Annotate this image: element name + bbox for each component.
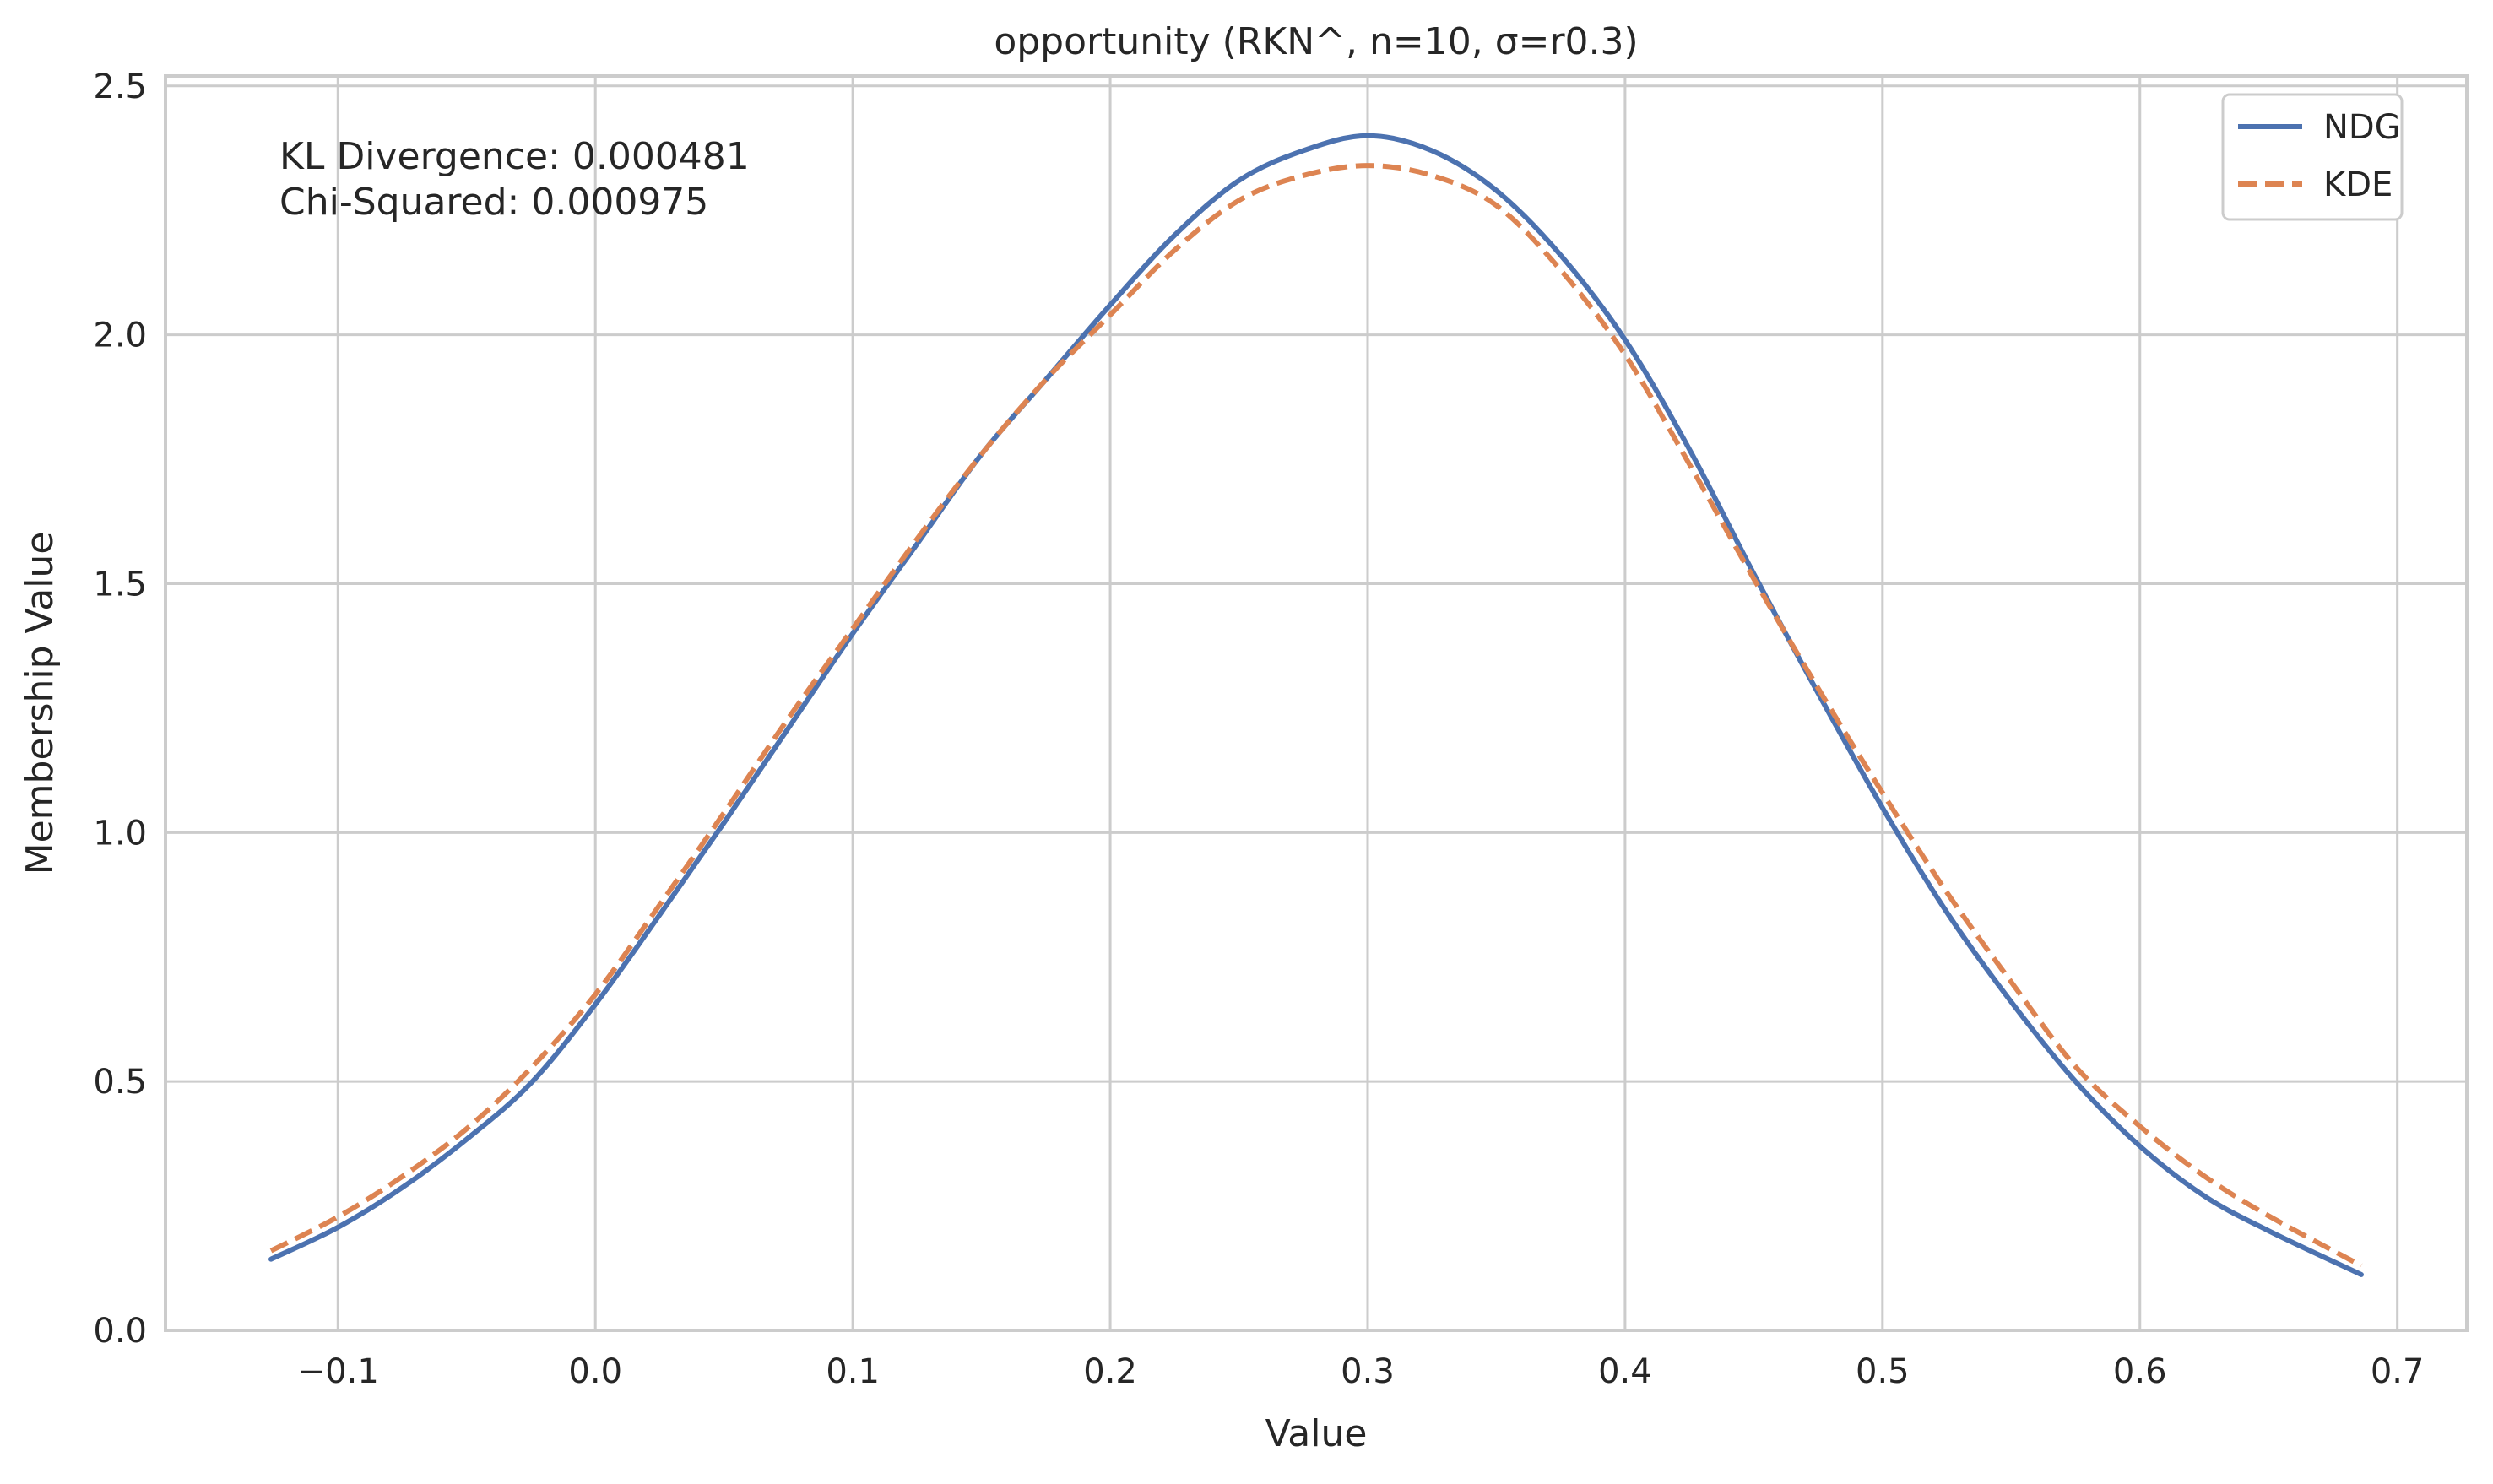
y-tick-label: 2.5 bbox=[93, 68, 147, 106]
chi-squared-text: Chi-Squared: 0.000975 bbox=[279, 181, 708, 224]
y-tick-label: 2.0 bbox=[93, 317, 147, 355]
stats-annotation: KL Divergence: 0.000481 Chi-Squared: 0.0… bbox=[279, 135, 750, 224]
x-axis-label: Value bbox=[1265, 1412, 1368, 1455]
x-tick-label: 0.0 bbox=[568, 1352, 622, 1391]
y-tick-label: 0.0 bbox=[93, 1312, 147, 1351]
y-tick-label: 1.0 bbox=[93, 814, 147, 853]
chart-title: opportunity (RKN^, n=10, σ=r0.3) bbox=[994, 20, 1638, 63]
x-tick-label: 0.3 bbox=[1341, 1352, 1395, 1391]
series-line-kde bbox=[269, 163, 2363, 1268]
y-tick-label: 0.5 bbox=[93, 1063, 147, 1102]
legend-label-kde: KDE bbox=[2323, 165, 2393, 204]
legend: NDG KDE bbox=[2221, 93, 2404, 221]
x-tick-label: 0.7 bbox=[2371, 1352, 2425, 1391]
x-tick-label: 0.6 bbox=[2113, 1352, 2167, 1391]
kl-divergence-text: KL Divergence: 0.000481 bbox=[279, 135, 750, 178]
series-lines bbox=[268, 133, 2364, 1277]
y-tick-label: 1.5 bbox=[93, 565, 147, 604]
y-axis-label: Membership Value bbox=[19, 532, 62, 875]
x-tick-label: 0.5 bbox=[1856, 1352, 1910, 1391]
tick-labels: −0.1 0.0 0.1 0.2 0.3 0.4 0.5 0.6 0.7 0.0 0.5 1.0 1.5… bbox=[93, 68, 2424, 1391]
x-tick-label: 0.2 bbox=[1083, 1352, 1137, 1391]
legend-label-ndg: NDG bbox=[2323, 108, 2401, 147]
x-tick-label: 0.4 bbox=[1598, 1352, 1652, 1391]
x-tick-label: −0.1 bbox=[297, 1352, 379, 1391]
series-line-ndg bbox=[268, 133, 2364, 1277]
grid bbox=[165, 76, 2467, 1332]
plot-frame bbox=[164, 74, 2469, 1332]
x-tick-label: 0.1 bbox=[826, 1352, 880, 1391]
